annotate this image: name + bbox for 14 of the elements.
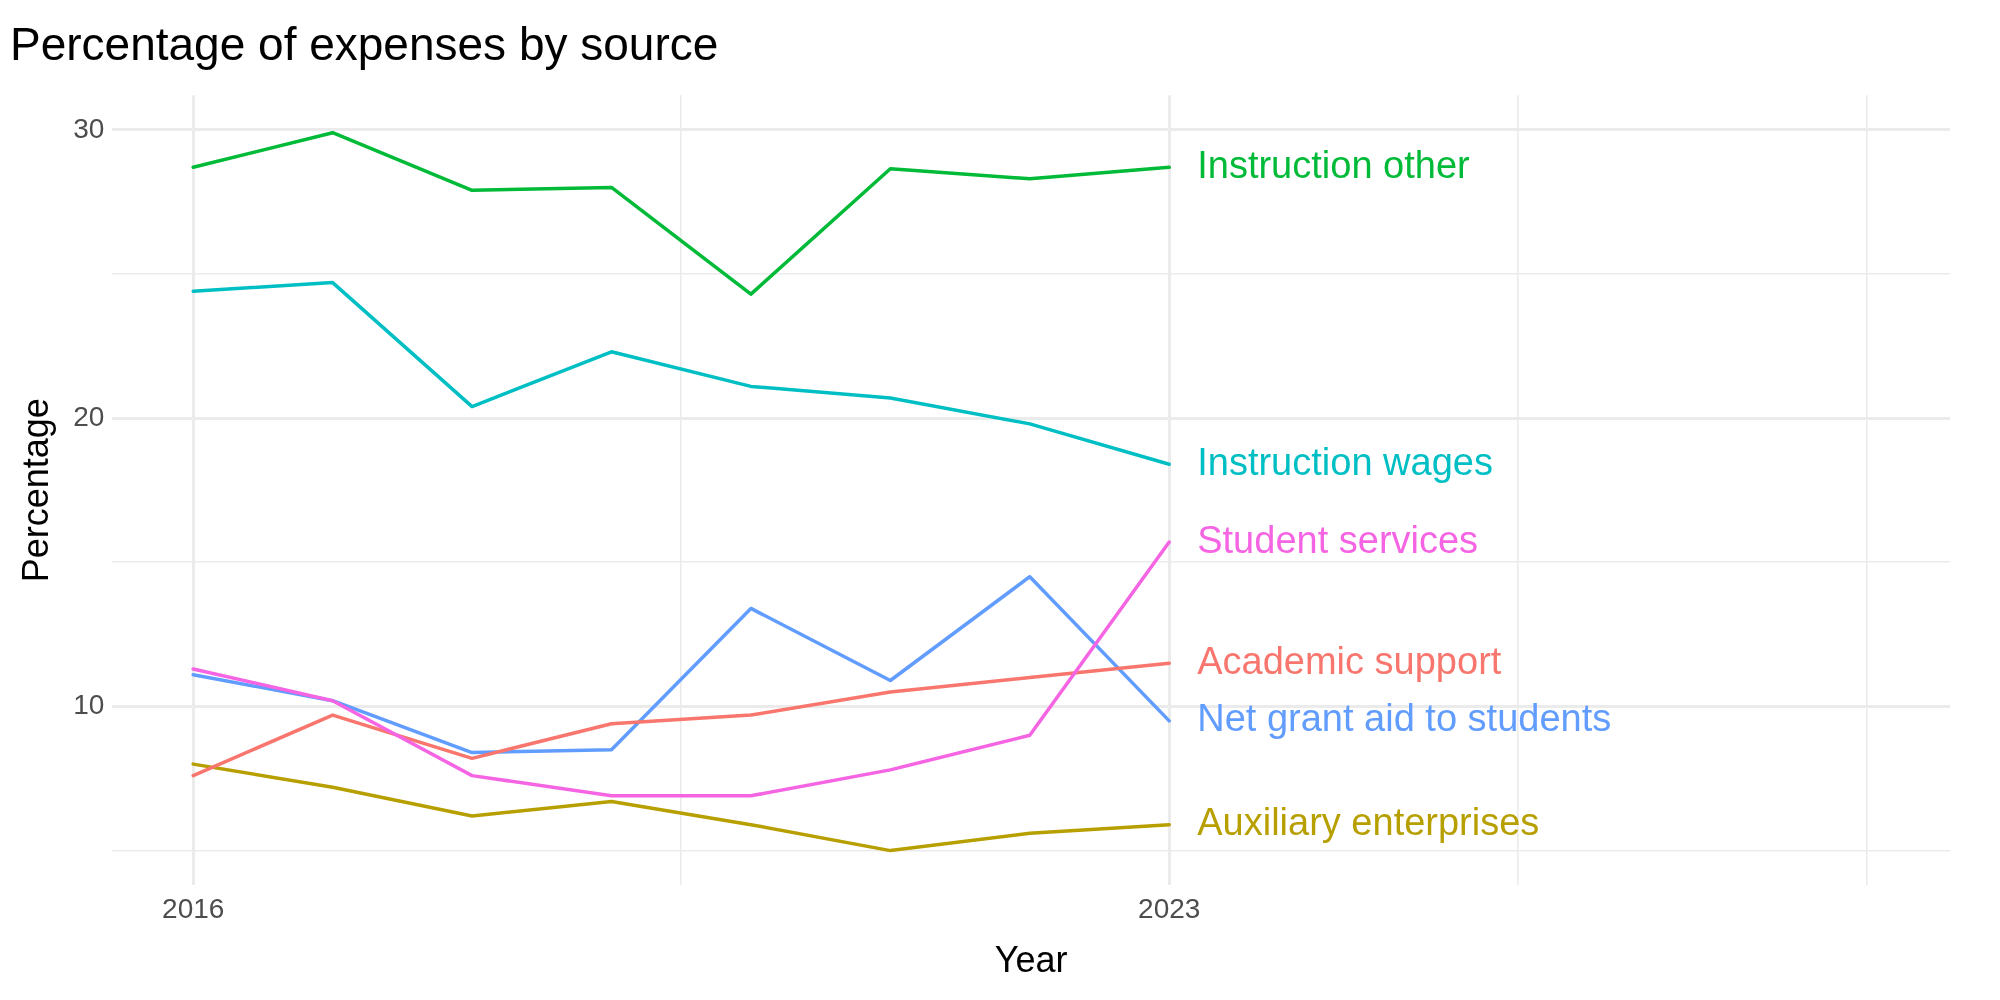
y-tick-label: 10	[73, 689, 105, 721]
series-label: Student services	[1197, 518, 1479, 561]
y-tick-label: 30	[73, 112, 105, 144]
series-label: Auxiliary enterprises	[1197, 801, 1540, 844]
x-tick-label: 2023	[1138, 892, 1201, 924]
series-label: Academic support	[1197, 639, 1502, 682]
y-axis-title: Percentage	[14, 398, 56, 583]
x-axis-title: Year	[994, 939, 1068, 981]
chart-title: Percentage of expenses by source	[10, 18, 719, 71]
x-tick-label: 2016	[162, 892, 225, 924]
series-label: Net grant aid to students	[1197, 697, 1612, 740]
series-label: Instruction other	[1197, 143, 1471, 186]
y-tick-label: 20	[73, 400, 105, 432]
series-label: Instruction wages	[1197, 440, 1493, 483]
